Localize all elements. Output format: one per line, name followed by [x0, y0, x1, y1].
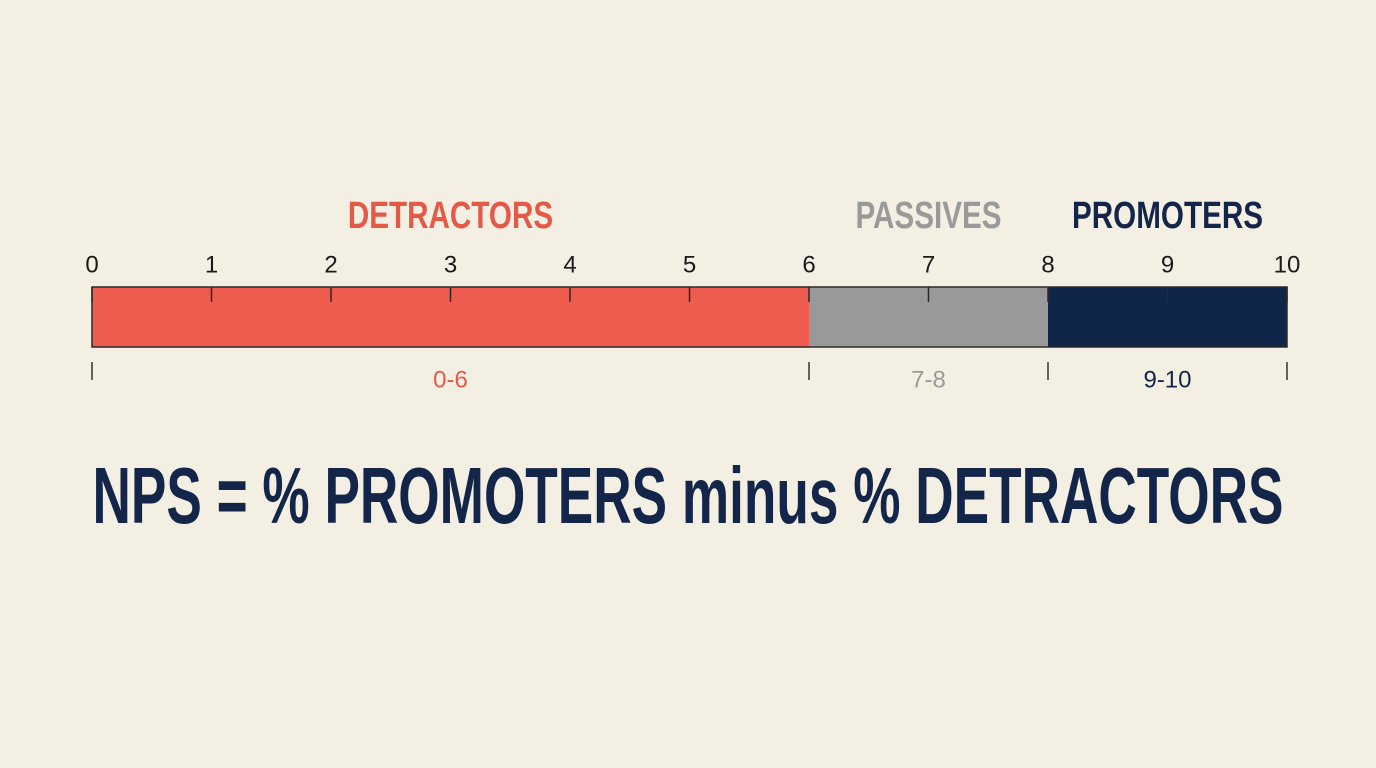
tick-label: 5	[683, 251, 696, 278]
segment-range: 7-8	[911, 366, 946, 393]
tick-label: 1	[205, 251, 218, 278]
tick-label: 2	[324, 251, 337, 278]
tick-label: 10	[1274, 251, 1301, 278]
segment-range: 9-10	[1143, 366, 1191, 393]
tick-label: 8	[1041, 251, 1054, 278]
tick-label: 9	[1161, 251, 1174, 278]
segment-range: 0-6	[433, 366, 468, 393]
segment-name: PROMOTERS	[1072, 195, 1263, 237]
segment-name: PASSIVES	[855, 195, 1001, 237]
tick-label: 3	[444, 251, 457, 278]
tick-label: 7	[922, 251, 935, 278]
segment-name: DETRACTORS	[348, 195, 553, 237]
tick-label: 0	[85, 251, 98, 278]
formula: NPS = % PROMOTERS minus % DETRACTORS	[93, 451, 1284, 540]
tick-label: 6	[802, 251, 815, 278]
tick-label: 4	[563, 251, 576, 278]
